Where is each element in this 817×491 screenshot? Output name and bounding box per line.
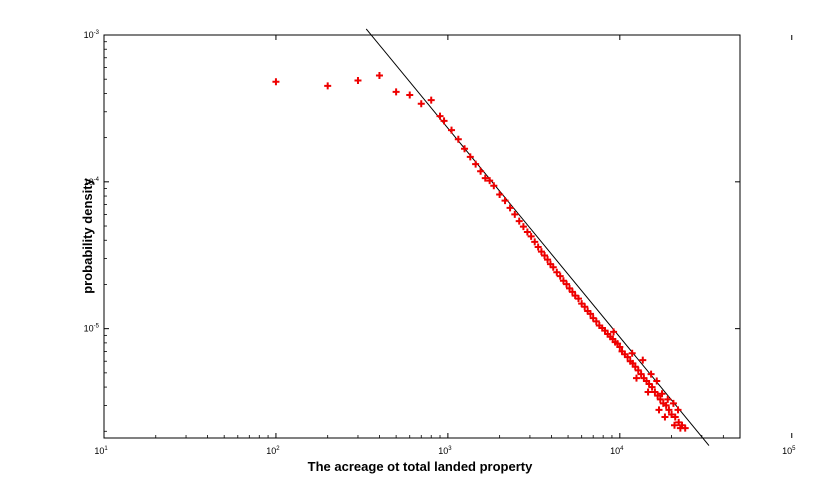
y-axis-label: probability density — [80, 177, 95, 293]
data-point — [486, 177, 494, 185]
data-point — [637, 370, 645, 378]
data-point — [656, 395, 664, 403]
data-point — [648, 383, 656, 391]
data-point — [624, 353, 632, 361]
x-tick-label: 105 — [782, 446, 796, 456]
data-point — [544, 256, 552, 264]
data-point — [674, 406, 682, 414]
data-point — [448, 126, 456, 134]
data-point — [661, 413, 669, 421]
data-point — [662, 401, 670, 409]
y-tick-label: 10-4 — [84, 177, 100, 187]
plot-frame — [103, 34, 741, 439]
data-point — [549, 263, 557, 271]
data-point — [668, 411, 676, 419]
data-point — [671, 413, 679, 421]
data-point — [523, 228, 531, 236]
y-tick-label: 10-5 — [84, 324, 100, 334]
data-point — [568, 288, 576, 296]
data-point — [647, 370, 655, 378]
data-point — [632, 374, 640, 382]
data-point — [454, 135, 462, 143]
data-point — [631, 363, 639, 371]
x-tick-label: 104 — [610, 446, 624, 456]
data-point — [581, 303, 589, 311]
y-axis-ticks: 10-3 10-4 10-5 — [84, 30, 740, 432]
data-point — [628, 349, 636, 357]
data-point — [375, 71, 383, 79]
data-point — [466, 153, 474, 161]
data-point — [556, 272, 564, 280]
data-point — [676, 424, 684, 432]
data-point — [553, 268, 561, 276]
data-point — [354, 76, 362, 84]
data-point — [658, 390, 666, 398]
data-point — [669, 399, 677, 407]
data-points-layer — [272, 71, 689, 432]
data-point — [527, 232, 535, 240]
x-axis-ticks: 101 102 103 104 105 — [94, 35, 796, 456]
data-point — [574, 295, 582, 303]
data-point — [515, 217, 523, 225]
data-point — [664, 395, 672, 403]
data-point — [324, 82, 332, 90]
data-point — [392, 88, 400, 96]
data-point — [436, 112, 444, 120]
data-point — [461, 145, 469, 153]
data-point — [472, 160, 480, 168]
data-point — [651, 388, 659, 396]
data-point — [272, 78, 280, 86]
data-point — [563, 280, 571, 288]
data-point — [501, 197, 509, 205]
data-point — [506, 204, 514, 212]
data-point — [653, 377, 661, 385]
data-point — [519, 223, 527, 231]
data-point — [665, 406, 673, 414]
data-point — [490, 182, 498, 190]
data-point — [610, 328, 618, 336]
x-tick-label: 102 — [266, 446, 280, 456]
data-point — [531, 238, 539, 246]
x-axis-label: The acreage ot total landed property — [308, 459, 533, 474]
data-point — [644, 388, 652, 396]
data-point — [440, 117, 448, 125]
y-tick-label: 10-3 — [84, 30, 100, 40]
data-point — [639, 356, 647, 364]
data-point — [655, 406, 663, 414]
data-point — [541, 251, 549, 259]
data-point — [477, 167, 485, 175]
x-tick-label: 103 — [438, 446, 452, 456]
data-point — [592, 317, 600, 325]
x-tick-label: 101 — [94, 446, 108, 456]
data-point — [616, 343, 624, 351]
data-point — [671, 421, 679, 429]
data-point — [511, 210, 519, 218]
data-point — [496, 190, 504, 198]
data-point — [406, 91, 414, 99]
data-point — [654, 392, 662, 400]
data-point — [534, 243, 542, 251]
data-point — [417, 100, 425, 108]
data-point — [586, 310, 594, 318]
data-point — [481, 174, 489, 182]
data-point — [427, 96, 435, 104]
data-point — [634, 366, 642, 374]
data-point — [537, 248, 545, 256]
